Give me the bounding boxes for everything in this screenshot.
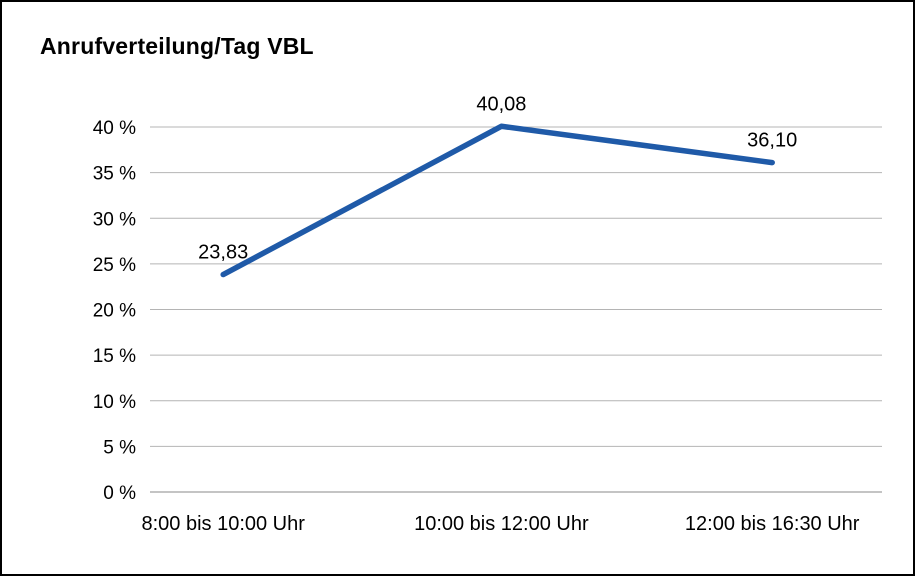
- y-tick-label: 5 %: [103, 437, 136, 458]
- y-tick-label: 15 %: [93, 346, 136, 367]
- y-tick-label: 20 %: [93, 301, 136, 322]
- data-label: 40,08: [476, 93, 526, 115]
- data-label: 36,10: [747, 130, 797, 152]
- y-tick-label: 25 %: [93, 255, 136, 276]
- y-tick-label: 40 %: [93, 118, 136, 139]
- chart-title: Anrufverteilung/Tag VBL: [40, 33, 314, 59]
- x-category-label: 12:00 bis 16:30 Uhr: [685, 513, 860, 535]
- x-category-label: 8:00 bis 10:00 Uhr: [141, 513, 305, 535]
- y-tick-label: 0 %: [103, 483, 136, 504]
- x-category-label: 10:00 bis 12:00 Uhr: [414, 513, 589, 535]
- data-line: [220, 123, 775, 278]
- y-tick-label: 30 %: [93, 209, 136, 230]
- y-tick-label: 35 %: [93, 164, 136, 185]
- data-label: 23,83: [198, 242, 248, 264]
- y-tick-label: 10 %: [93, 392, 136, 413]
